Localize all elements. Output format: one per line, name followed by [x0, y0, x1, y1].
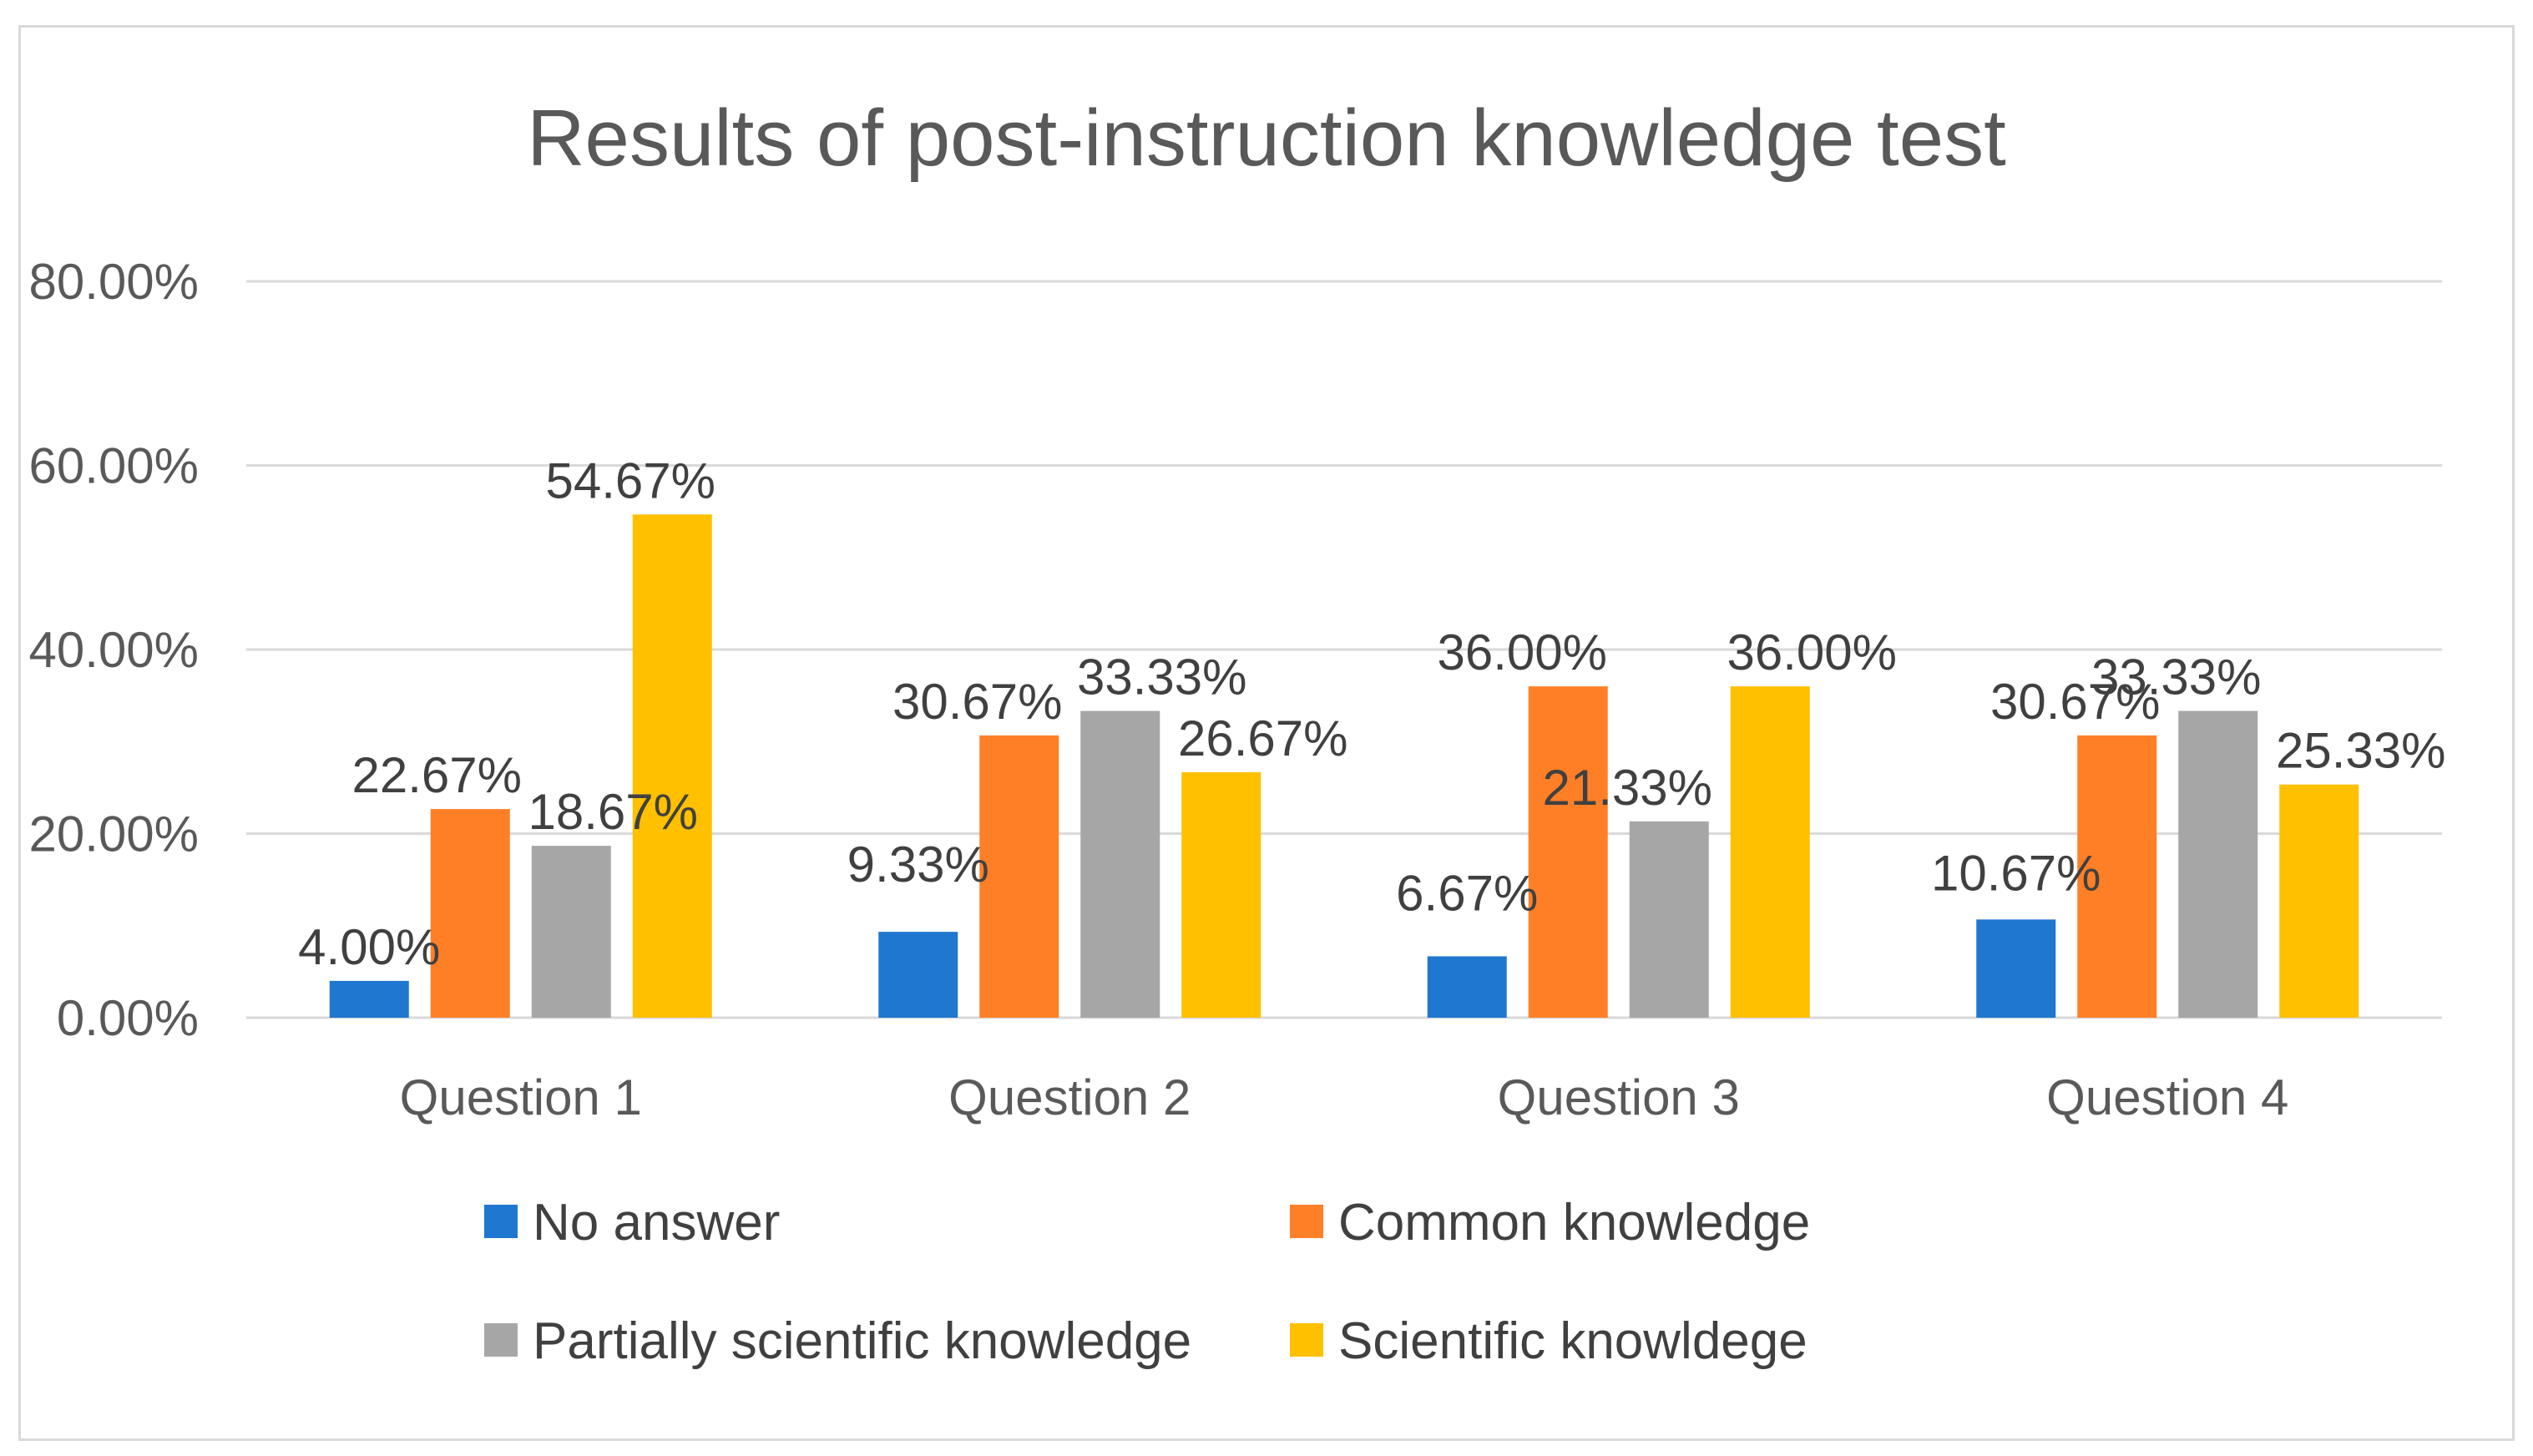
y-axis-ticks: 0.00% 20.00% 40.00% 60.00% 80.00% — [29, 254, 200, 1046]
data-label: 9.33% — [847, 837, 989, 892]
bar — [632, 514, 712, 1018]
data-label: 36.00% — [1438, 624, 1608, 680]
bar — [531, 846, 611, 1018]
data-label: 26.67% — [1178, 710, 1348, 766]
data-label: 6.67% — [1396, 865, 1538, 921]
bar — [1427, 956, 1507, 1018]
data-label: 30.67% — [892, 674, 1063, 730]
data-label: 18.67% — [528, 784, 699, 840]
bar — [1080, 710, 1160, 1018]
legend-swatch — [484, 1323, 518, 1357]
bar — [1629, 821, 1709, 1018]
gridlines — [246, 280, 2442, 1019]
legend-label: Partially scientific knowledge — [533, 1312, 1191, 1370]
legend: No answer Common knowledge Partially scien… — [484, 1194, 1810, 1370]
y-tick-label: 60.00% — [29, 438, 200, 494]
chart-title: Results of post-instruction knowledge te… — [527, 94, 2006, 183]
legend-swatch — [484, 1205, 518, 1238]
data-label: 54.67% — [546, 452, 716, 508]
data-label: 33.33% — [2091, 650, 2262, 705]
y-tick-label: 80.00% — [29, 254, 200, 310]
legend-label: Common knowledge — [1338, 1194, 1810, 1251]
legend-label: Scientific knowldege — [1338, 1312, 1807, 1370]
bar — [2279, 784, 2359, 1018]
data-label: 30.67% — [1990, 674, 2161, 730]
data-label: 36.00% — [1727, 624, 1898, 680]
chart-frame — [18, 25, 2515, 1441]
bar — [878, 932, 958, 1018]
bar — [1528, 686, 1608, 1018]
x-axis-categories: Question 1 Question 2 Question 3 Question 4 — [400, 1069, 2289, 1125]
data-label: 21.33% — [1543, 760, 1713, 816]
bar — [1181, 771, 1261, 1018]
data-labels: 4.00%22.67%18.67%54.67%9.33%30.67% 33.33%… — [298, 452, 2445, 975]
bar — [329, 980, 409, 1018]
legend-label: No answer — [533, 1194, 780, 1251]
legend-swatch — [1290, 1205, 1323, 1238]
y-tick-label: 20.00% — [29, 806, 200, 862]
x-category-label: Question 4 — [2046, 1069, 2288, 1125]
bar — [1730, 686, 1810, 1018]
bar — [979, 735, 1059, 1018]
x-category-label: Question 1 — [400, 1069, 642, 1125]
bar — [2178, 710, 2258, 1018]
data-label: 22.67% — [352, 747, 523, 803]
x-category-label: Question 3 — [1498, 1069, 1740, 1125]
bar — [430, 809, 510, 1018]
x-category-label: Question 2 — [948, 1069, 1191, 1125]
data-label: 33.33% — [1077, 650, 1247, 705]
data-label: 25.33% — [2276, 723, 2446, 779]
legend-swatch — [1290, 1323, 1323, 1357]
y-tick-label: 40.00% — [29, 622, 200, 678]
data-label: 10.67% — [1931, 845, 2101, 901]
bar — [2077, 735, 2157, 1018]
bars — [329, 514, 2359, 1018]
y-tick-label: 0.00% — [57, 990, 199, 1046]
data-label: 4.00% — [298, 919, 440, 975]
bar — [1976, 919, 2056, 1018]
